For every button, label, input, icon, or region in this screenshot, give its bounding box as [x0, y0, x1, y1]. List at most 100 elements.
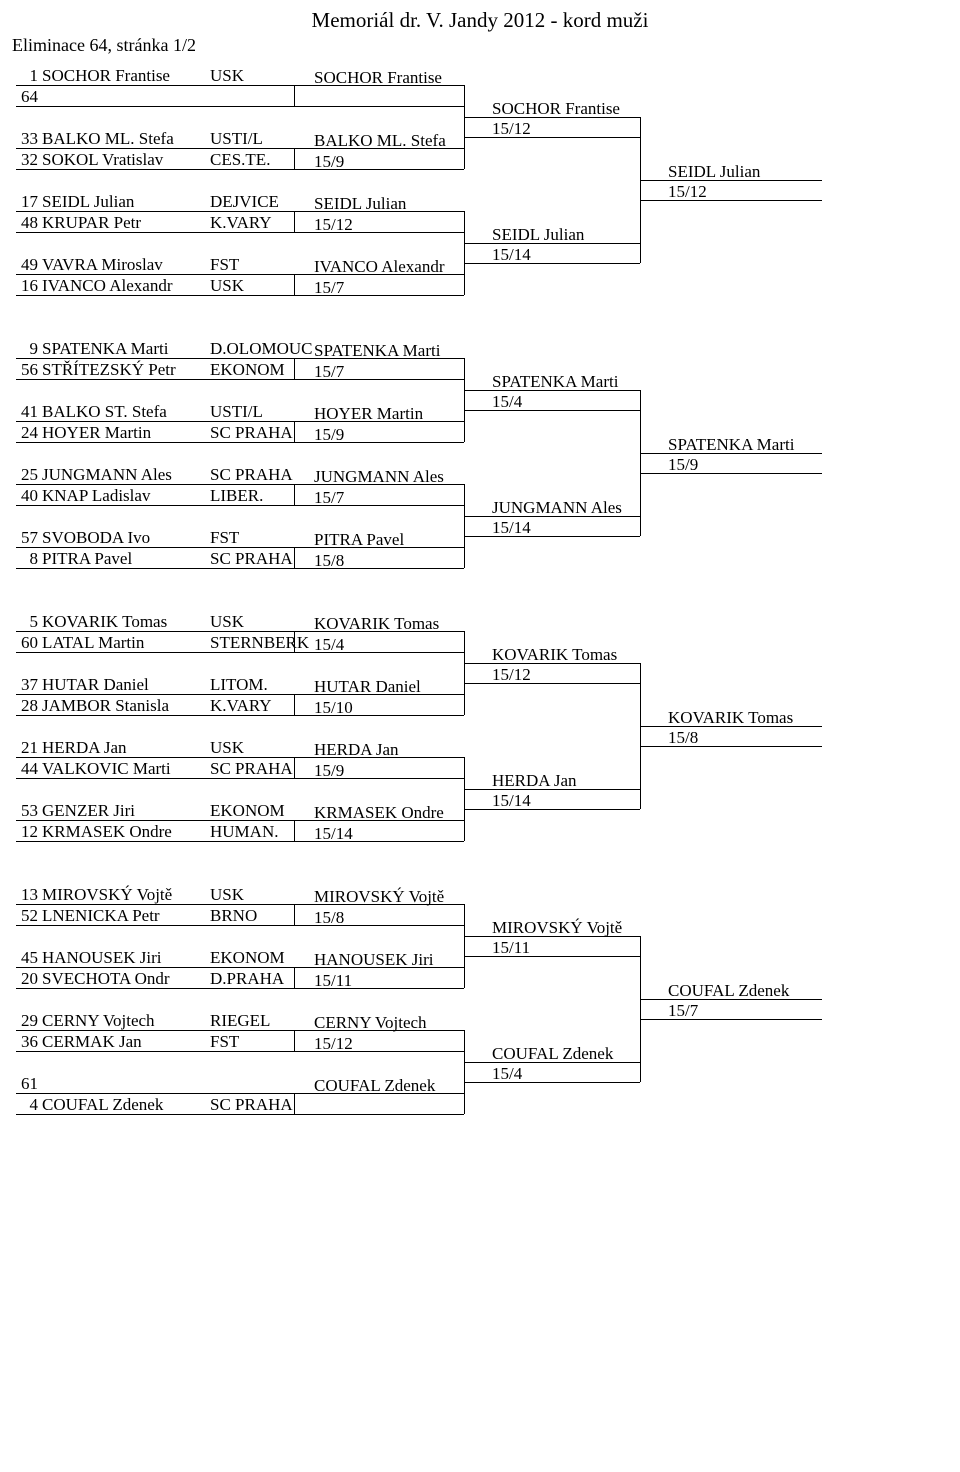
bracket-line	[294, 421, 295, 442]
bracket-line	[294, 85, 295, 106]
bracket-line	[16, 1093, 294, 1094]
r64-entry: 17SEIDL JulianDEJVICE	[16, 192, 134, 212]
r64-entry: 9SPATENKA MartiD.OLOMOUC	[16, 339, 168, 359]
bracket-line	[640, 180, 822, 181]
bracket-line	[294, 295, 464, 296]
bracket-line	[16, 715, 294, 716]
bracket-line	[464, 516, 640, 517]
bracket-line	[464, 536, 640, 537]
bracket-line	[294, 484, 464, 485]
bracket-line	[294, 211, 464, 212]
r16-winner: COUFAL Zdenek	[492, 1044, 613, 1064]
bracket-line	[640, 1019, 822, 1020]
r64-club: USK	[210, 612, 244, 632]
bracket-line	[464, 410, 640, 411]
bracket-line	[464, 757, 465, 841]
bracket-line	[640, 746, 822, 747]
bracket-line	[294, 1030, 464, 1031]
bracket-line	[464, 1030, 465, 1114]
r16-score: 15/4	[492, 1064, 522, 1084]
r8-winner: SEIDL Julian	[668, 162, 760, 182]
r64-entry: 16IVANCO AlexandrUSK	[16, 276, 172, 296]
page-subtitle: Eliminace 64, stránka 1/2	[12, 35, 948, 56]
bracket-line	[294, 652, 464, 653]
bracket-line	[294, 820, 464, 821]
bracket-line	[16, 505, 294, 506]
r16-winner: HERDA Jan	[492, 771, 577, 791]
r64-entry: 33BALKO ML. StefaUSTI/L	[16, 129, 174, 149]
bracket-line	[16, 232, 294, 233]
r64-club: USTI/L	[210, 402, 263, 422]
bracket-line	[294, 547, 295, 568]
r8-score: 15/12	[668, 182, 707, 202]
bracket-line	[294, 757, 464, 758]
bracket-line	[16, 85, 294, 86]
r64-entry: 53GENZER JiriEKONOM	[16, 801, 135, 821]
r64-entry: 25JUNGMANN AlesSC PRAHA	[16, 465, 172, 485]
bracket-line	[640, 663, 641, 809]
bracket-line	[294, 904, 295, 925]
r64-club: BRNO	[210, 906, 257, 926]
bracket-line	[294, 442, 464, 443]
r64-entry: 52LNENICKA PetrBRNO	[16, 906, 160, 926]
bracket-line	[16, 358, 294, 359]
bracket-line	[16, 925, 294, 926]
r16-winner: SPATENKA Marti	[492, 372, 618, 392]
r64-entry: 36CERMAK JanFST	[16, 1032, 142, 1052]
r16-score: 15/11	[492, 938, 530, 958]
bracket-container: 1SOCHOR FrantiseUSK6433BALKO ML. StefaUS…	[12, 66, 948, 1446]
bracket-line	[16, 757, 294, 758]
bracket-line	[294, 1093, 464, 1094]
r16-winner: MIROVSKÝ Vojtě	[492, 918, 622, 938]
bracket-line	[16, 694, 294, 695]
r16-score: 15/14	[492, 518, 531, 538]
r64-entry: 21HERDA JanUSK	[16, 738, 127, 758]
bracket-line	[640, 390, 641, 536]
r8-score: 15/7	[668, 1001, 698, 1021]
r16-score: 15/14	[492, 245, 531, 265]
bracket-line	[16, 1114, 294, 1115]
r64-entry: 4COUFAL ZdenekSC PRAHA	[16, 1095, 163, 1115]
bracket-line	[464, 1062, 640, 1063]
bracket-line	[640, 999, 822, 1000]
bracket-line	[16, 442, 294, 443]
r64-entry: 28JAMBOR StanislaK.VARY	[16, 696, 169, 716]
r64-club: FST	[210, 528, 239, 548]
bracket-line	[294, 1114, 464, 1115]
r16-winner: SOCHOR Frantise	[492, 99, 620, 119]
bracket-line	[294, 967, 464, 968]
bracket-line	[294, 274, 464, 275]
r64-entry: 37HUTAR DanielLITOM.	[16, 675, 149, 695]
r64-club: USK	[210, 738, 244, 758]
bracket-line	[294, 925, 464, 926]
bracket-line	[464, 956, 640, 957]
bracket-line	[294, 274, 295, 295]
r64-club: SC PRAHA	[210, 549, 293, 569]
r64-club: RIEGEL	[210, 1011, 270, 1031]
bracket-line	[294, 967, 295, 988]
r64-entry: 56STŘÍTEZSKÝ PetrEKONOM	[16, 360, 176, 380]
bracket-line	[16, 1051, 294, 1052]
r64-club: DEJVICE	[210, 192, 279, 212]
bracket-line	[464, 484, 465, 568]
r64-club: USK	[210, 276, 244, 296]
r64-club: SC PRAHA	[210, 1095, 293, 1115]
bracket-line	[464, 683, 640, 684]
bracket-line	[640, 726, 822, 727]
r8-winner: COUFAL Zdenek	[668, 981, 789, 1001]
r16-score: 15/14	[492, 791, 531, 811]
bracket-line	[464, 117, 640, 118]
page-title: Memoriál dr. V. Jandy 2012 - kord muži	[12, 8, 948, 33]
bracket-line	[16, 1030, 294, 1031]
r64-club: FST	[210, 1032, 239, 1052]
r64-entry: 41BALKO ST. StefaUSTI/L	[16, 402, 167, 422]
bracket-line	[294, 379, 464, 380]
bracket-line	[294, 148, 464, 149]
r64-entry: 29CERNY VojtechRIEGEL	[16, 1011, 155, 1031]
r64-club: FST	[210, 255, 239, 275]
r64-club: SC PRAHA	[210, 423, 293, 443]
bracket-line	[294, 1030, 295, 1051]
bracket-line	[16, 778, 294, 779]
bracket-line	[294, 631, 295, 652]
bracket-line	[16, 211, 294, 212]
